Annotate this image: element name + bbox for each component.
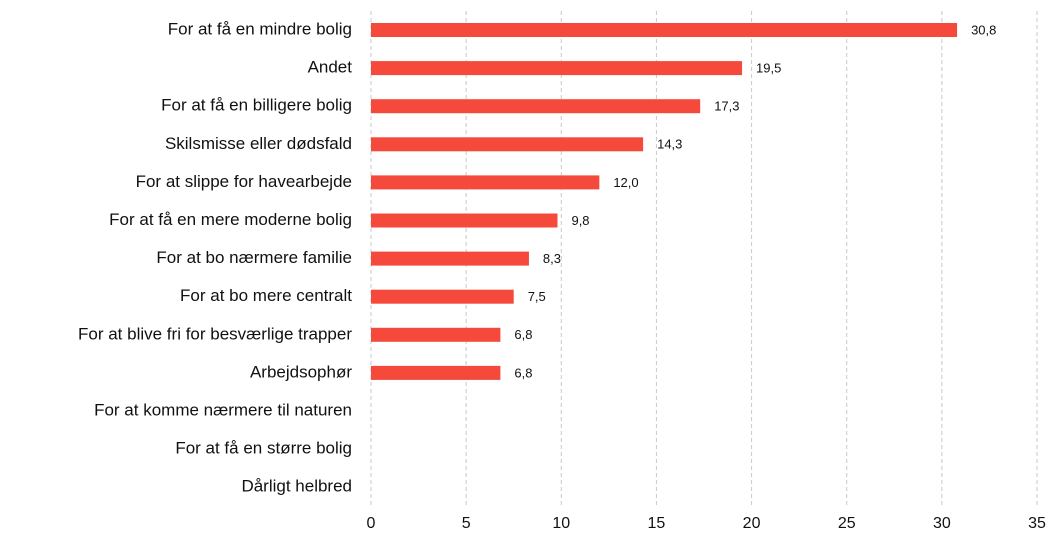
value-label: 7,5 [528,289,546,304]
y-tick-label: For at slippe for havearbejde [136,172,352,191]
bar [371,61,743,76]
bar [371,327,501,342]
y-tick-label: Skilsmisse eller dødsfald [165,134,352,153]
y-tick-label: For at blive fri for besværlige trapper [78,324,352,343]
x-tick-label: 15 [648,515,666,532]
y-tick-label: For at bo nærmere familie [156,248,352,267]
x-tick-label: 35 [1028,515,1046,532]
x-tick-label: 0 [367,515,376,532]
bar [371,289,514,304]
x-tick-label: 5 [462,515,471,532]
y-tick-label: For at få en mindre bolig [168,19,352,38]
value-label: 6,8 [514,365,532,380]
x-tick-label: 25 [838,515,856,532]
value-label: 19,5 [756,61,781,76]
value-label: 14,3 [657,137,682,152]
y-tick-label: For at få en billigere bolig [161,96,352,115]
x-tick-label: 20 [743,515,761,532]
bar [371,99,701,114]
x-tick-label: 30 [933,515,951,532]
bar [371,175,600,190]
value-label: 6,8 [514,327,532,342]
y-tick-label: For at bo mere centralt [180,286,352,305]
y-tick-label: For at komme nærmere til naturen [94,400,352,419]
y-tick-label: Dårligt helbred [241,477,352,496]
value-label: 12,0 [613,175,638,190]
value-label: 9,8 [571,213,589,228]
y-tick-label: For at få en mere moderne bolig [109,210,352,229]
y-tick-label: For at få en større bolig [175,439,352,458]
bar [371,365,501,380]
value-label: 17,3 [714,99,739,114]
y-tick-label: Andet [308,58,353,77]
bar [371,213,558,228]
value-label: 30,8 [971,22,996,37]
bar [371,137,644,152]
bar [371,251,529,266]
bar [371,23,958,37]
x-tick-label: 10 [552,515,570,532]
y-tick-label: Arbejdsophør [250,362,352,381]
value-label: 8,3 [543,251,561,266]
